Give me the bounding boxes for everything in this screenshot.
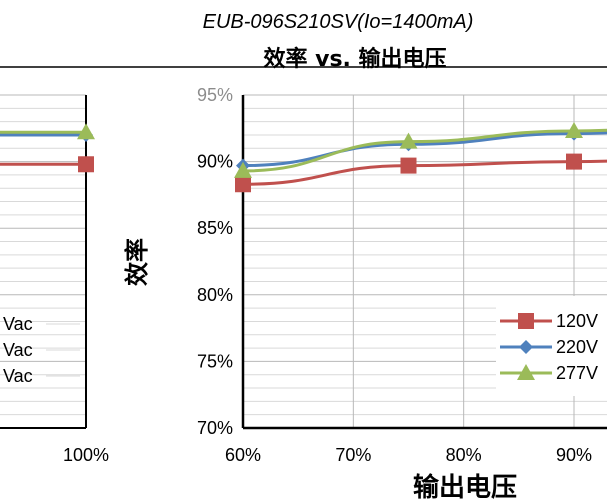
data-point [399,132,418,149]
y-tick-label: 95% [197,85,233,105]
series-line [242,128,607,173]
left-legend-label: Vac [3,366,33,386]
legend-label: 277V [556,363,598,383]
y-tick-label: 70% [197,418,233,438]
left-x-tick-label: 100% [63,445,109,465]
chart-subtitle: 效率 vs. 输出电压 [263,46,446,72]
y-tick-label: 90% [197,152,233,172]
y-axis-label: 效率 [123,238,151,286]
main-chart: EUB-096S210SV(Io=1400mA) 效率 vs. 输出电压 70%… [0,11,607,503]
y-tick-label: 75% [197,351,233,371]
x-axis-label: 输出电压 [413,472,517,503]
x-tick-label: 60% [225,445,261,465]
left-legend-label: Vac [3,314,33,334]
series-line [242,159,607,186]
left-data-point [78,156,94,173]
x-tick-label: 70% [335,445,371,465]
left-chart-panel: 100% Vac Vac Vac [0,94,109,465]
left-data-point [77,123,95,140]
legend-label: 220V [556,337,598,357]
data-point [234,161,252,178]
data-point [235,176,251,193]
x-tick-label: 80% [446,445,482,465]
chart-title: EUB-096S210SV(Io=1400mA) [203,11,474,33]
data-point [566,153,582,170]
series-line [242,131,607,168]
left-legend-label: Vac [3,340,33,360]
x-tick-label: 90% [556,445,592,465]
legend-swatch-marker [519,340,533,354]
data-point [565,121,583,138]
legend-label: 120V [556,311,598,331]
legend: 120V 220V 277V [496,296,607,396]
legend-swatch-marker [517,364,535,380]
legend-swatch-marker [518,313,534,329]
y-tick-label: 85% [197,218,233,238]
y-tick-label: 80% [197,285,233,305]
left-legend: Vac Vac Vac [3,314,80,386]
data-point [400,157,417,174]
